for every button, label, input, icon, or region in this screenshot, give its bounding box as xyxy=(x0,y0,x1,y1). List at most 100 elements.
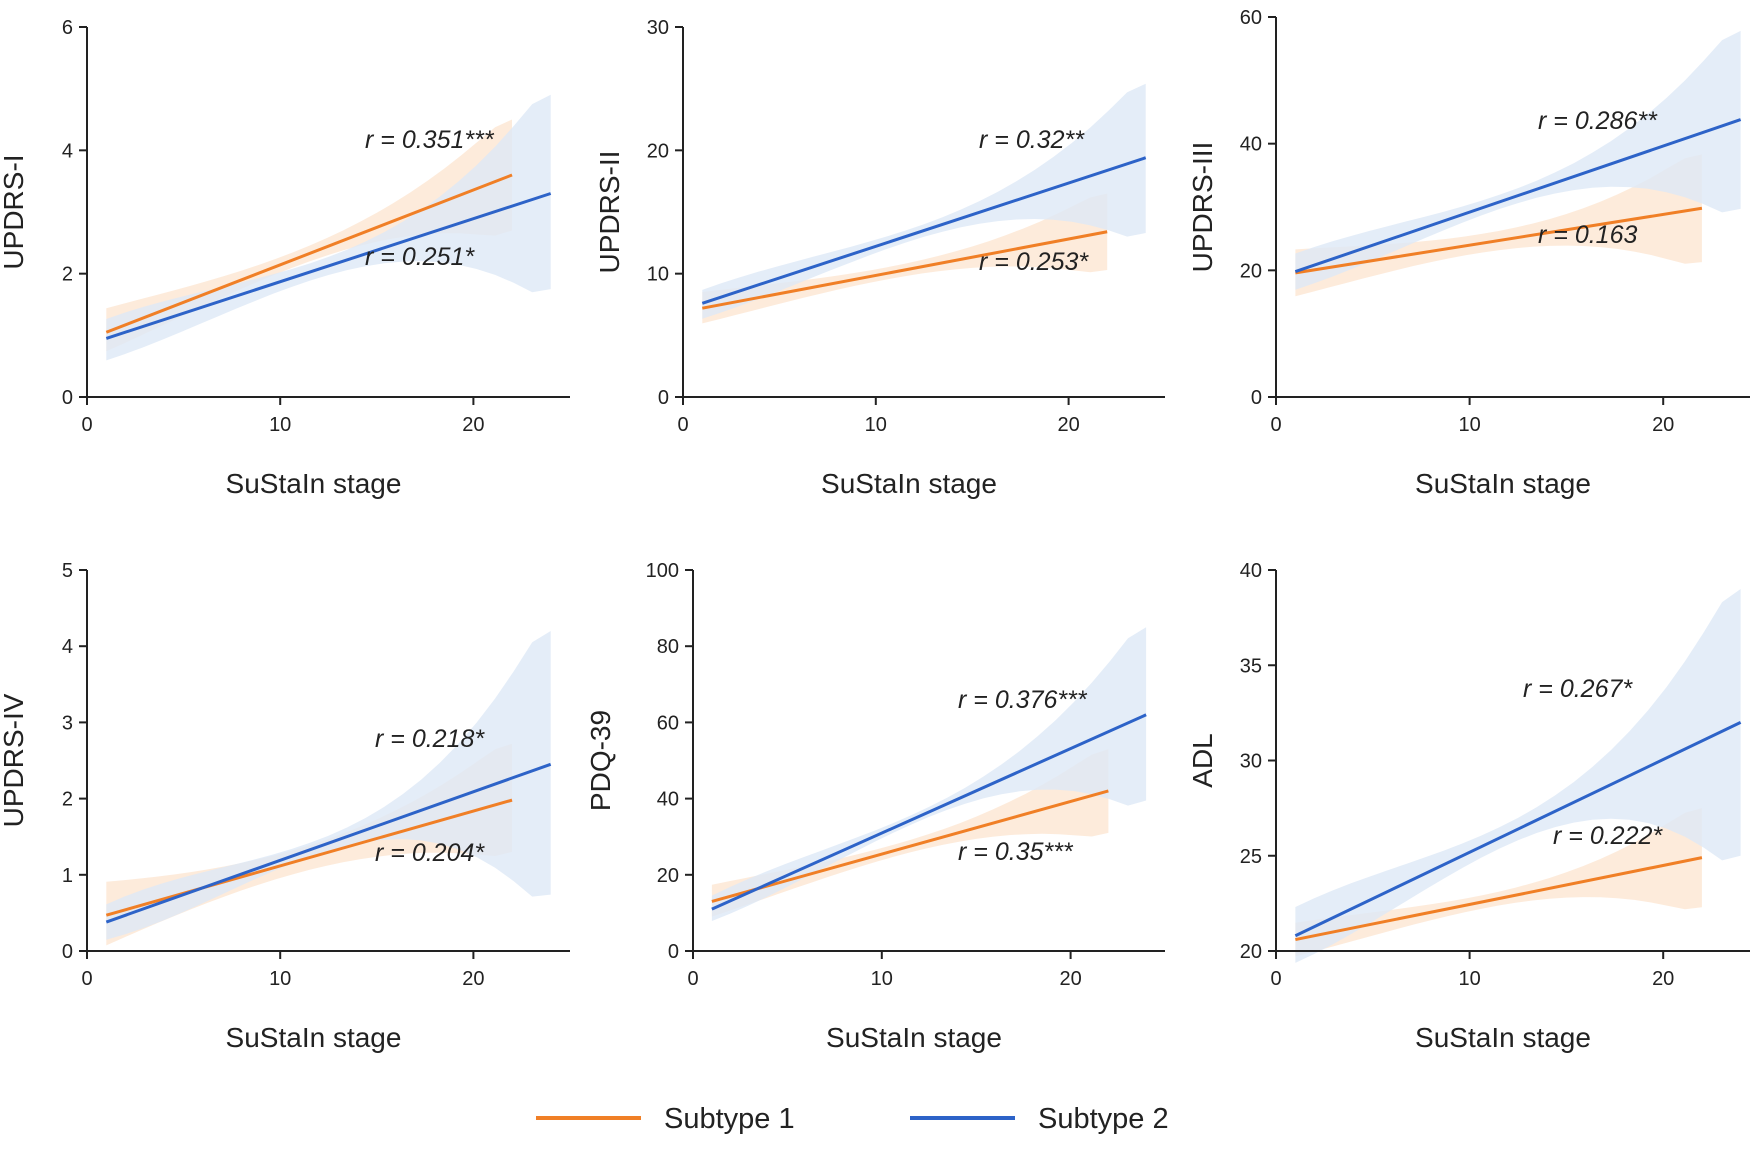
x-tick-label: 20 xyxy=(462,968,484,990)
ci-band-subtype-2 xyxy=(106,94,551,361)
regression-line-subtype-2 xyxy=(105,762,552,924)
regression-line-subtype-1 xyxy=(105,173,513,334)
correlation-annotation-subtype-1: r = 0.204* xyxy=(375,839,485,867)
y-tick-label: 0 xyxy=(62,941,73,963)
y-tick-label: 20 xyxy=(657,865,679,887)
x-tick-label: 10 xyxy=(865,414,887,436)
y-tick-label: 40 xyxy=(657,789,679,811)
y-axis-label: UPDRS-III xyxy=(1187,142,1218,273)
y-axis-label: UPDRS-I xyxy=(0,154,29,269)
legend: Subtype 1 Subtype 2 xyxy=(536,1103,1169,1135)
panel-4: 0 10 20 0 1 2 3 4 5 SuStaIn stage UPDRS-IV r = 0.20… xyxy=(0,560,570,1053)
x-axis-label: SuStaIn stage xyxy=(1415,468,1591,499)
y-axis-label: ADL xyxy=(1187,733,1218,787)
legend-label: Subtype 1 xyxy=(664,1103,795,1135)
y-tick-label: 80 xyxy=(657,636,679,658)
y-tick-label: 3 xyxy=(62,712,73,734)
x-tick-label: 10 xyxy=(269,414,291,436)
x-axis-label: SuStaIn stage xyxy=(226,468,402,499)
ci-band-subtype-1 xyxy=(1295,154,1702,297)
x-tick-label: 10 xyxy=(871,968,893,990)
x-tick-label: 10 xyxy=(269,968,291,990)
correlation-annotation-subtype-1: r = 0.163 xyxy=(1538,221,1637,249)
y-tick-label: 20 xyxy=(1240,260,1262,282)
correlation-annotation-subtype-2: r = 0.267* xyxy=(1523,675,1633,703)
x-tick-label: 0 xyxy=(1270,968,1281,990)
y-tick-label: 4 xyxy=(62,140,73,162)
correlation-annotation-subtype-2: r = 0.251* xyxy=(365,243,475,271)
y-axis-label: PDQ-39 xyxy=(585,710,616,811)
y-tick-label: 30 xyxy=(1240,751,1262,773)
y-tick-label: 20 xyxy=(1240,941,1262,963)
correlation-annotation-subtype-2: r = 0.32** xyxy=(979,126,1085,154)
y-tick-label: 2 xyxy=(62,789,73,811)
x-tick-label: 0 xyxy=(81,968,92,990)
y-tick-label: 0 xyxy=(62,387,73,409)
x-tick-label: 20 xyxy=(1652,968,1674,990)
panel-2: 0 10 20 0 10 20 30 SuStaIn stage UPDRS-II r = 0.2… xyxy=(594,17,1165,499)
panel-3: 0 10 20 0 20 40 60 SuStaIn stage UPDRS-III r = 0.… xyxy=(1187,7,1750,499)
correlation-annotation-subtype-1: r = 0.35*** xyxy=(958,838,1074,866)
y-tick-label: 2 xyxy=(62,264,73,286)
regression-line-subtype-1 xyxy=(702,230,1108,310)
ci-band-subtype-2 xyxy=(106,631,551,940)
regression-line-subtype-2 xyxy=(1294,721,1742,938)
ci-band-subtype-2 xyxy=(1295,589,1741,963)
y-tick-label: 1 xyxy=(62,865,73,887)
correlation-annotation-subtype-1: r = 0.253* xyxy=(979,248,1089,276)
y-tick-label: 60 xyxy=(1240,7,1262,29)
y-tick-label: 0 xyxy=(658,387,669,409)
ci-band-subtype-1 xyxy=(702,193,1108,324)
ci-band-subtype-2 xyxy=(1295,30,1741,290)
regression-line-subtype-2 xyxy=(711,713,1147,911)
legend-label: Subtype 2 xyxy=(1038,1103,1169,1135)
y-tick-label: 40 xyxy=(1240,134,1262,156)
y-tick-label: 4 xyxy=(62,636,73,658)
x-tick-label: 0 xyxy=(1270,414,1281,436)
correlation-annotation-subtype-2: r = 0.286** xyxy=(1538,107,1658,135)
regression-line-subtype-1 xyxy=(1295,856,1703,942)
x-axis-label: SuStaIn stage xyxy=(826,1022,1002,1053)
x-tick-label: 10 xyxy=(1458,414,1480,436)
correlation-annotation-subtype-1: r = 0.222* xyxy=(1553,822,1663,850)
x-tick-label: 20 xyxy=(1057,414,1079,436)
regression-line-subtype-2 xyxy=(1294,118,1742,274)
x-tick-label: 20 xyxy=(1652,414,1674,436)
y-tick-label: 60 xyxy=(657,712,679,734)
regression-line-subtype-2 xyxy=(105,192,552,340)
x-tick-label: 0 xyxy=(677,414,688,436)
x-axis-label: SuStaIn stage xyxy=(1415,1022,1591,1053)
y-tick-label: 30 xyxy=(647,17,669,39)
correlation-annotation-subtype-2: r = 0.218* xyxy=(375,725,485,753)
x-tick-label: 0 xyxy=(687,968,698,990)
x-tick-label: 10 xyxy=(1458,968,1480,990)
y-tick-label: 100 xyxy=(646,560,679,582)
y-tick-label: 10 xyxy=(647,264,669,286)
ci-band-subtype-2 xyxy=(702,83,1146,319)
panel-5: 0 10 20 0 20 40 60 80 100 SuStaIn stage PDQ-39 r = … xyxy=(585,560,1165,1053)
x-tick-label: 20 xyxy=(462,414,484,436)
y-tick-label: 40 xyxy=(1240,560,1262,582)
y-axis-label: UPDRS-II xyxy=(594,151,625,274)
y-tick-label: 6 xyxy=(62,17,73,39)
regression-line-subtype-2 xyxy=(701,156,1147,305)
panel-1: 0 10 20 0 2 4 6 SuStaIn stage UPDRS-I r = 0.351**… xyxy=(0,17,570,499)
y-axis-label: UPDRS-IV xyxy=(0,693,29,827)
regression-line-subtype-1 xyxy=(1295,206,1703,275)
x-axis-label: SuStaIn stage xyxy=(226,1022,402,1053)
y-tick-label: 35 xyxy=(1240,655,1262,677)
x-tick-label: 20 xyxy=(1059,968,1081,990)
x-axis-label: SuStaIn stage xyxy=(821,468,997,499)
y-tick-label: 25 xyxy=(1240,846,1262,868)
regression-line-subtype-1 xyxy=(105,798,513,917)
legend-item-subtype-1: Subtype 1 xyxy=(536,1103,795,1135)
ci-band-subtype-2 xyxy=(711,627,1147,921)
y-tick-label: 20 xyxy=(647,140,669,162)
y-tick-label: 0 xyxy=(1251,387,1262,409)
regression-line-subtype-1 xyxy=(711,789,1109,903)
panel-6: 0 10 20 20 25 30 35 40 SuStaIn stage ADL r = 0.222… xyxy=(1187,560,1750,1053)
correlation-annotation-subtype-1: r = 0.351*** xyxy=(365,126,495,154)
x-tick-label: 0 xyxy=(81,414,92,436)
legend-item-subtype-2: Subtype 2 xyxy=(910,1103,1169,1135)
